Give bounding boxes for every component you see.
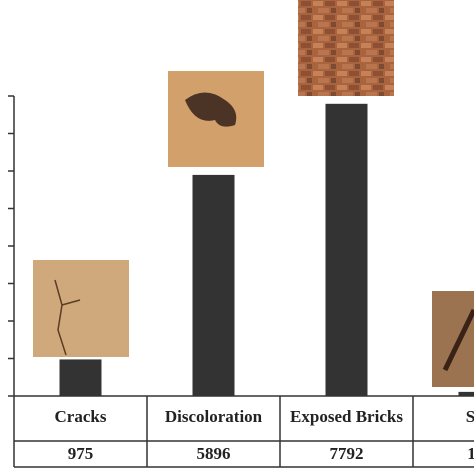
photos <box>33 0 474 387</box>
bar <box>325 103 368 397</box>
bar <box>192 174 235 396</box>
value-label: 5896 <box>197 444 231 463</box>
value-label: 7792 <box>330 444 364 463</box>
x-tick-label: Spa <box>466 407 474 426</box>
bricks-photo <box>298 0 394 96</box>
value-label: 975 <box>68 444 94 463</box>
bar <box>59 359 102 396</box>
table <box>13 396 474 468</box>
spall-mark <box>442 308 474 372</box>
stain <box>185 92 237 127</box>
x-tick-label: Exposed Bricks <box>290 407 403 426</box>
x-tick-label: Discoloration <box>165 407 263 426</box>
crack-photo <box>33 260 129 357</box>
value-label: 110 <box>467 444 474 463</box>
crack-line <box>54 279 81 356</box>
spalling-photo <box>432 291 474 387</box>
x-tick-label: Cracks <box>55 407 107 426</box>
bar <box>458 391 474 396</box>
